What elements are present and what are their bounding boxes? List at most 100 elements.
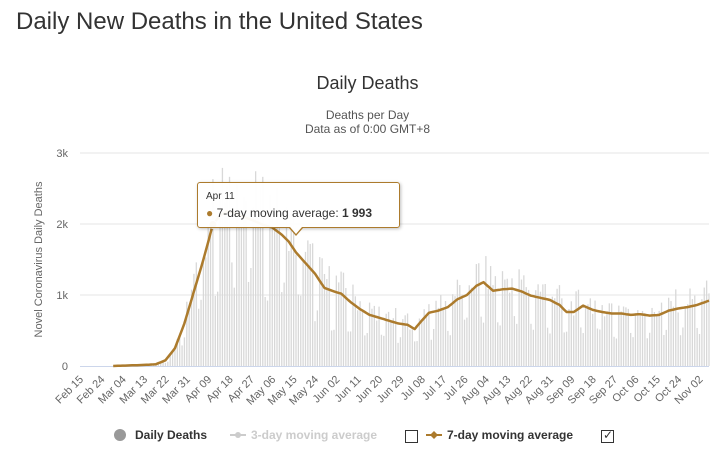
- daily-deaths-bar: [183, 337, 186, 366]
- daily-deaths-bar: [207, 225, 209, 366]
- daily-deaths-bar: [406, 313, 409, 366]
- daily-deaths-bar: [575, 291, 577, 366]
- daily-deaths-bar: [368, 302, 371, 366]
- daily-deaths-bar: [349, 331, 352, 366]
- daily-deaths-bar: [250, 268, 252, 366]
- daily-deaths-bar: [288, 250, 290, 366]
- daily-deaths-bar: [326, 279, 328, 366]
- daily-deaths-bar: [252, 207, 254, 366]
- daily-deaths-bar: [217, 291, 219, 366]
- daily-deaths-bar: [340, 271, 342, 366]
- daily-deaths-bar: [549, 333, 551, 366]
- legend-checkbox-3-day[interactable]: [405, 430, 418, 443]
- daily-deaths-bar: [634, 313, 637, 366]
- daily-deaths-bar: [577, 289, 580, 366]
- daily-deaths-bar: [473, 287, 475, 366]
- daily-deaths-bar: [273, 228, 276, 366]
- daily-deaths-bar: [518, 269, 520, 366]
- daily-deaths-bar: [202, 261, 205, 366]
- daily-deaths-bar: [254, 171, 257, 366]
- daily-deaths-bar: [440, 295, 442, 366]
- daily-deaths-bar: [397, 342, 399, 366]
- daily-deaths-bar: [682, 327, 684, 366]
- daily-deaths-bar: [535, 290, 537, 366]
- daily-deaths-bar: [354, 296, 356, 366]
- daily-deaths-bar: [259, 188, 262, 366]
- daily-deaths-bar: [459, 285, 461, 366]
- daily-deaths-bar: [402, 319, 404, 366]
- daily-deaths-bar: [637, 310, 639, 366]
- daily-deaths-bar: [649, 332, 651, 366]
- daily-deaths-bar: [338, 282, 340, 366]
- daily-deaths-bar: [276, 187, 278, 366]
- daily-deaths-bar: [632, 337, 634, 366]
- daily-deaths-bar: [611, 303, 613, 366]
- legend-checkbox-7-day[interactable]: [601, 428, 614, 443]
- y-tick-label: 2k: [56, 219, 68, 231]
- daily-deaths-bar: [660, 302, 663, 366]
- daily-deaths-bar: [283, 282, 285, 366]
- daily-deaths-bar: [537, 284, 539, 366]
- legend-item-3-day-average[interactable]: 3-day moving average: [229, 428, 377, 442]
- daily-deaths-bar: [708, 293, 710, 366]
- daily-deaths-bar: [527, 289, 530, 366]
- daily-deaths-bar: [463, 319, 466, 366]
- legend-item-daily-deaths[interactable]: Daily Deaths: [113, 428, 207, 442]
- daily-deaths-bar: [304, 251, 307, 366]
- daily-deaths-bar: [444, 300, 447, 366]
- daily-deaths-bar: [271, 220, 273, 366]
- daily-deaths-bar: [414, 341, 416, 366]
- daily-deaths-bar: [667, 297, 670, 366]
- daily-deaths-bar: [618, 305, 620, 366]
- daily-deaths-bar: [615, 338, 618, 366]
- daily-deaths-bar: [523, 275, 525, 366]
- tooltip-arrow-fill: [290, 227, 302, 234]
- tooltip-line: ● 7-day moving average: 1 993: [206, 206, 372, 220]
- subtitle-line-1: Deaths per Day: [325, 108, 410, 122]
- daily-deaths-bar: [539, 291, 542, 366]
- daily-deaths-bar: [167, 361, 169, 366]
- daily-deaths-bar: [511, 278, 513, 366]
- moving-average-line: [113, 209, 710, 368]
- daily-deaths-bar: [430, 339, 432, 366]
- daily-deaths-bar: [335, 275, 337, 366]
- daily-deaths-bar: [212, 179, 214, 366]
- daily-deaths-bar: [698, 333, 701, 366]
- daily-deaths-bar: [387, 311, 390, 366]
- daily-deaths-bar: [162, 360, 164, 366]
- legend-item-7-day-average[interactable]: 7-day moving average: [425, 428, 573, 442]
- daily-deaths-bar: [546, 327, 549, 366]
- daily-deaths-bar: [385, 313, 387, 366]
- daily-deaths-bar: [364, 335, 366, 366]
- daily-deaths-bar: [160, 362, 162, 366]
- daily-deaths-bar: [627, 308, 629, 366]
- daily-deaths-bar: [639, 315, 641, 366]
- daily-deaths-bar: [171, 351, 174, 366]
- daily-deaths-bar: [694, 295, 696, 366]
- daily-deaths-bar: [292, 217, 295, 366]
- daily-deaths-bar: [480, 316, 482, 366]
- daily-deaths-bar: [677, 312, 679, 366]
- legend-label-7-day-average: 7-day moving average: [447, 428, 574, 442]
- daily-deaths-bar: [508, 292, 511, 366]
- daily-deaths-bar: [551, 296, 553, 366]
- daily-deaths-bar: [437, 307, 440, 366]
- daily-deaths-bar: [665, 329, 667, 366]
- daily-deaths-bar: [428, 304, 430, 366]
- daily-deaths-bar: [205, 257, 207, 366]
- daily-deaths-bar: [485, 256, 487, 366]
- daily-deaths-bar: [582, 333, 584, 366]
- daily-deaths-bar: [421, 321, 423, 366]
- daily-deaths-bar: [556, 288, 558, 366]
- daily-deaths-bar: [190, 289, 193, 366]
- daily-deaths-bar: [411, 329, 413, 366]
- daily-deaths-bar: [193, 273, 195, 366]
- daily-deaths-bar: [544, 284, 546, 366]
- daily-deaths-bar: [466, 317, 468, 366]
- daily-deaths-bar: [646, 338, 648, 366]
- tooltip-value: 1 993: [342, 206, 373, 220]
- daily-deaths-bar: [520, 279, 523, 366]
- daily-deaths-bar: [221, 167, 224, 366]
- daily-deaths-bar: [630, 332, 632, 366]
